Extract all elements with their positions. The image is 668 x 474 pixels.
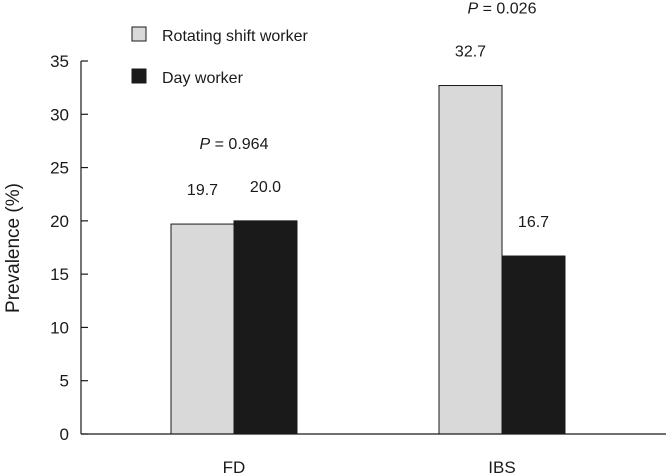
bar-ibs-rotating-shift-worker [438, 85, 503, 435]
data-label-ibs-rotating-shift-worker: 32.7 [455, 44, 486, 61]
legend-label-rotating-shift-worker: Rotating shift worker [162, 28, 309, 45]
p-value-fd: P = 0.964 [200, 136, 269, 153]
legend-swatch-day-worker [131, 68, 147, 84]
y-axis-label: Prevalence (%) [3, 183, 24, 313]
y-tick-label-15: 15 [50, 265, 69, 284]
p-value-annotations: P = 0.964 P = 0.026 [200, 1, 537, 153]
bar-fd-rotating-shift-worker [170, 223, 235, 435]
bar-ibs-day-worker [501, 255, 566, 435]
legend: Rotating shift worker Day worker [131, 26, 309, 87]
category-label-ibs: IBS [488, 458, 515, 474]
y-tick-label-35: 35 [50, 52, 69, 71]
y-tick-label-25: 25 [50, 159, 69, 178]
bars [170, 85, 566, 435]
y-tick-label-5: 5 [60, 372, 69, 391]
data-label-ibs-day-worker: 16.7 [518, 214, 549, 231]
legend-label-day-worker: Day worker [162, 70, 244, 87]
category-label-fd: FD [223, 458, 246, 474]
y-tick-label-0: 0 [60, 425, 69, 444]
y-tick-label-20: 20 [50, 212, 69, 231]
y-tick-label-30: 30 [50, 105, 69, 124]
bar-fd-day-worker [233, 220, 298, 435]
y-tick-label-10: 10 [50, 318, 69, 337]
data-label-fd-rotating-shift-worker: 19.7 [187, 182, 218, 199]
p-value-ibs: P = 0.026 [468, 1, 537, 18]
y-axis-ticks: 0 5 10 15 20 25 30 35 [50, 52, 88, 444]
x-axis-categories: FD IBS [223, 458, 516, 474]
legend-swatch-rotating-shift-worker [131, 26, 147, 42]
data-labels: 19.7 20.0 32.7 16.7 [187, 44, 549, 232]
data-label-fd-day-worker: 20.0 [250, 179, 281, 196]
